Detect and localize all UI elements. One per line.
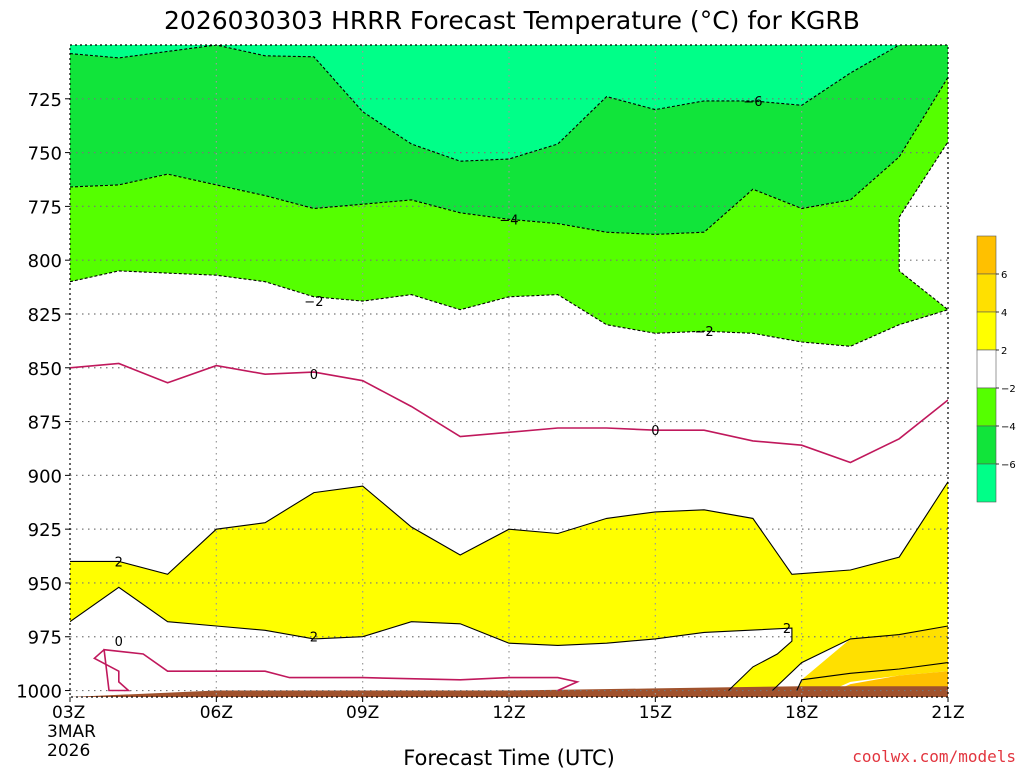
contour--2-2	[70, 141, 948, 347]
contour-2-7	[70, 481, 948, 575]
contour--6-0	[70, 45, 900, 162]
contour-label--4: −4	[499, 213, 518, 228]
x-axis-time: 03Z 06Z 09Z 12Z 15Z 18Z 21Z	[52, 697, 965, 723]
colorbar-tick-4: 4	[1001, 308, 1007, 319]
x-tick-label-18Z: 18Z	[785, 703, 818, 723]
colorbar-tick--2: −2	[1001, 384, 1016, 395]
y-tick-label-775: 775	[28, 197, 62, 218]
contour-label--2: −2	[695, 325, 714, 340]
colorbar-swatch-3	[976, 349, 997, 389]
contour-label-2: 2	[310, 631, 318, 646]
x-tick-label-03Z: 03Z	[52, 703, 85, 723]
contour-label-0: 0	[310, 368, 318, 383]
terrain-ground	[70, 686, 948, 697]
fill-band-t-minus4-to-minus2	[70, 77, 948, 347]
x-tick-date-day: 3MAR	[47, 722, 96, 742]
fill-band-t-above-6	[835, 671, 948, 691]
fill-band-t-4-to-6	[796, 626, 948, 691]
contour-6-11	[796, 662, 948, 691]
y-tick-label-975: 975	[28, 628, 62, 649]
ground-fill	[70, 686, 948, 697]
colorbar-tick--6: −6	[1001, 460, 1016, 471]
y-tick-label-800: 800	[28, 251, 62, 272]
credit-text: coolwx.com/models	[852, 747, 1016, 766]
contour-label-2: 2	[115, 555, 123, 570]
colorbar-swatch-1	[976, 273, 997, 313]
contour-label-0: 0	[115, 635, 123, 650]
contour-4-10	[772, 625, 948, 691]
isotherm-contours: −6 −4 −2 −2 0 0 0 2 2 2	[70, 45, 948, 692]
chart-title: 2026030303 HRRR Forecast Temperature (°C…	[164, 6, 860, 35]
x-tick-label-15Z: 15Z	[639, 703, 672, 723]
contour-2-8	[70, 586, 793, 691]
y-tick-label-1000: 1000	[16, 682, 62, 703]
y-tick-label-950: 950	[28, 574, 62, 595]
contour-label-2: 2	[783, 622, 791, 637]
contour-label-0: 0	[651, 424, 659, 439]
y-tick-label-750: 750	[28, 144, 62, 165]
fill-band-t-below-minus6	[70, 45, 948, 162]
colorbar-tick-6: 6	[1001, 270, 1007, 281]
colorbar-swatch-0	[976, 235, 997, 275]
y-tick-label-900: 900	[28, 466, 62, 487]
colorbar-swatch-4	[976, 387, 997, 427]
x-tick-date-year: 2026	[47, 741, 90, 761]
y-axis-pressure: 725 750 775 800 825 850 875 900 925 950 975 1000	[16, 90, 70, 703]
x-tick-label-06Z: 06Z	[200, 703, 233, 723]
x-tick-label-21Z: 21Z	[931, 703, 964, 723]
contour-label--6: −6	[743, 95, 762, 110]
colorbar-tick-2: 2	[1001, 346, 1007, 357]
colorbar-legend: 6 4 2 −2 −4 −6	[976, 235, 1016, 503]
x-tick-label-12Z: 12Z	[492, 703, 525, 723]
colorbar-swatch-6	[976, 463, 997, 503]
colorbar-swatch-2	[976, 311, 997, 351]
colorbar-swatch-5	[976, 425, 997, 465]
contour-0-6	[93, 648, 580, 692]
y-tick-label-925: 925	[28, 520, 62, 541]
contour-label--2: −2	[304, 295, 323, 310]
y-tick-label-875: 875	[28, 413, 62, 434]
colorbar-tick--4: −4	[1001, 422, 1016, 433]
contour--4-1	[70, 77, 948, 235]
y-tick-label-825: 825	[28, 305, 62, 326]
y-tick-label-725: 725	[28, 90, 62, 111]
y-tick-label-850: 850	[28, 359, 62, 380]
fill-band-t-minus6-to-minus4	[70, 45, 948, 235]
x-tick-label-09Z: 09Z	[346, 703, 379, 723]
x-axis-label: Forecast Time (UTC)	[403, 746, 615, 768]
contour-0-4	[70, 362, 948, 464]
